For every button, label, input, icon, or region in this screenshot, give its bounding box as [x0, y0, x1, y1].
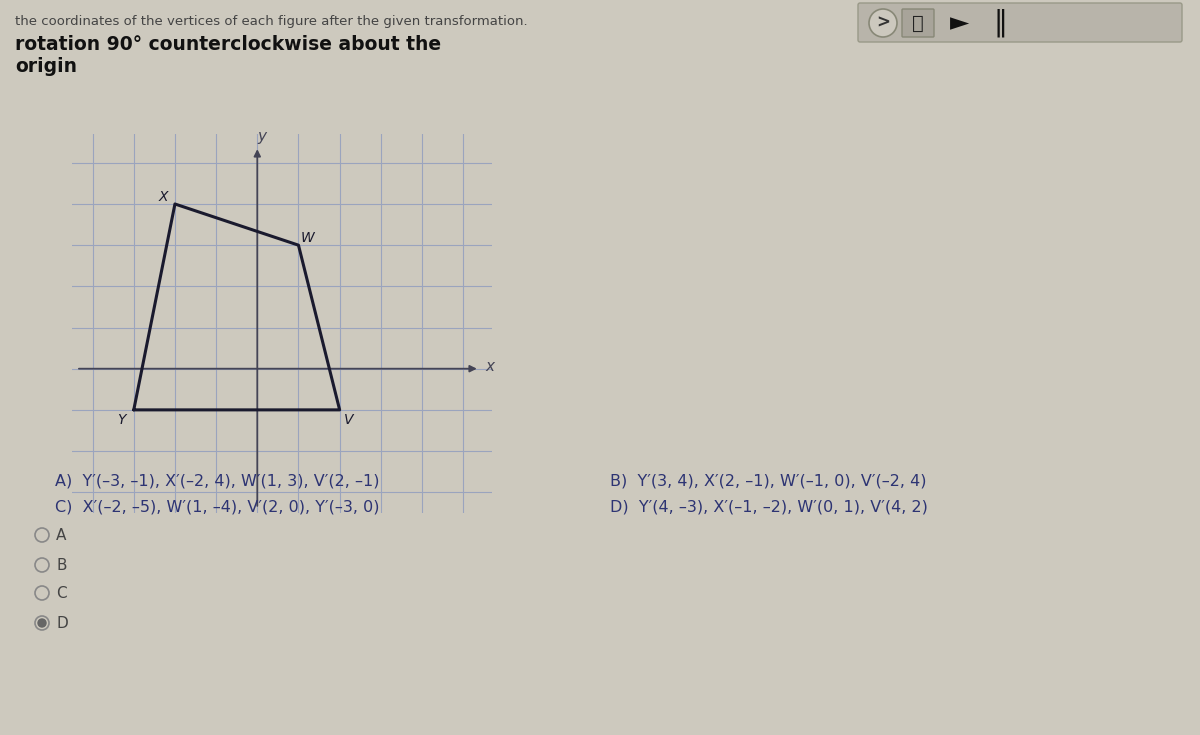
Text: ✋: ✋ — [912, 13, 924, 32]
Text: D: D — [56, 615, 67, 631]
Text: x: x — [486, 359, 494, 374]
FancyBboxPatch shape — [858, 3, 1182, 42]
Text: y: y — [258, 129, 266, 144]
Text: A)  Y′(–3, –1), X′(–2, 4), W′(1, 3), V′(2, –1): A) Y′(–3, –1), X′(–2, 4), W′(1, 3), V′(2… — [55, 473, 379, 488]
Text: D)  Y′(4, –3), X′(–1, –2), W′(0, 1), V′(4, 2): D) Y′(4, –3), X′(–1, –2), W′(0, 1), V′(4… — [610, 499, 928, 514]
Text: origin: origin — [14, 57, 77, 76]
FancyBboxPatch shape — [902, 9, 934, 37]
Text: B: B — [56, 558, 66, 573]
Text: ►: ► — [950, 11, 970, 35]
Text: W: W — [301, 231, 314, 245]
Text: ‖: ‖ — [994, 9, 1007, 37]
Text: rotation 90° counterclockwise about the: rotation 90° counterclockwise about the — [14, 35, 442, 54]
Text: the coordinates of the vertices of each figure after the given transformation.: the coordinates of the vertices of each … — [14, 15, 528, 28]
Circle shape — [38, 619, 46, 627]
Text: B)  Y′(3, 4), X′(2, –1), W′(–1, 0), V′(–2, 4): B) Y′(3, 4), X′(2, –1), W′(–1, 0), V′(–2… — [610, 473, 926, 488]
Circle shape — [869, 9, 898, 37]
Text: >: > — [876, 14, 890, 32]
Text: X: X — [158, 190, 168, 204]
Text: A: A — [56, 528, 66, 542]
Text: C)  X′(–2, –5), W′(1, –4), V′(2, 0), Y′(–3, 0): C) X′(–2, –5), W′(1, –4), V′(2, 0), Y′(–… — [55, 499, 379, 514]
Text: Y: Y — [118, 413, 126, 427]
Text: V: V — [344, 413, 354, 427]
Text: C: C — [56, 586, 67, 600]
